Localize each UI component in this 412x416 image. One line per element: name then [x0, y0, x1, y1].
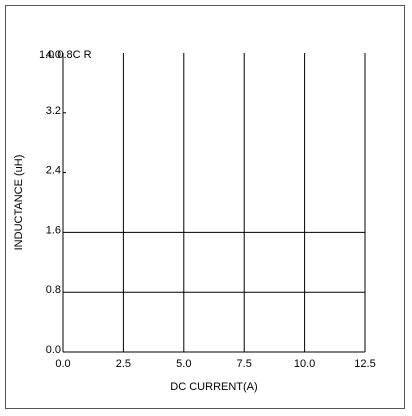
x-tick-label: 7.5 — [237, 358, 252, 370]
y-tick-labels: 0.0 0.8 1.6 2.4 3.2 4.0 — [46, 49, 61, 356]
y-tick-label: 1.6 — [46, 224, 61, 236]
x-tick-label: 0.0 — [55, 358, 70, 370]
y-tick-label: 0.0 — [46, 344, 61, 356]
horizontal-gridlines — [62, 53, 365, 353]
x-tick-label: 12.5 — [354, 358, 375, 370]
part-annotation: 1.0 0.8C R — [39, 49, 92, 61]
y-tick-label: 0.8 — [46, 284, 61, 296]
y-tick-label: 3.2 — [46, 105, 61, 117]
y-axis-label: INDUCTANCE (uH) — [13, 155, 25, 251]
x-tick-label: 10.0 — [294, 358, 315, 370]
x-tick-labels: 0.0 2.5 5.0 7.5 10.0 12.5 — [55, 358, 375, 370]
y-tick-label: 2.4 — [46, 165, 61, 177]
x-tick-label: 2.5 — [116, 358, 131, 370]
x-axis-label: DC CURRENT(A) — [170, 381, 257, 393]
chart-frame — [5, 5, 405, 409]
x-tick-label: 5.0 — [176, 358, 191, 370]
y-tick-label: 4.0 — [46, 49, 61, 61]
vertical-gridlines — [122, 53, 366, 352]
